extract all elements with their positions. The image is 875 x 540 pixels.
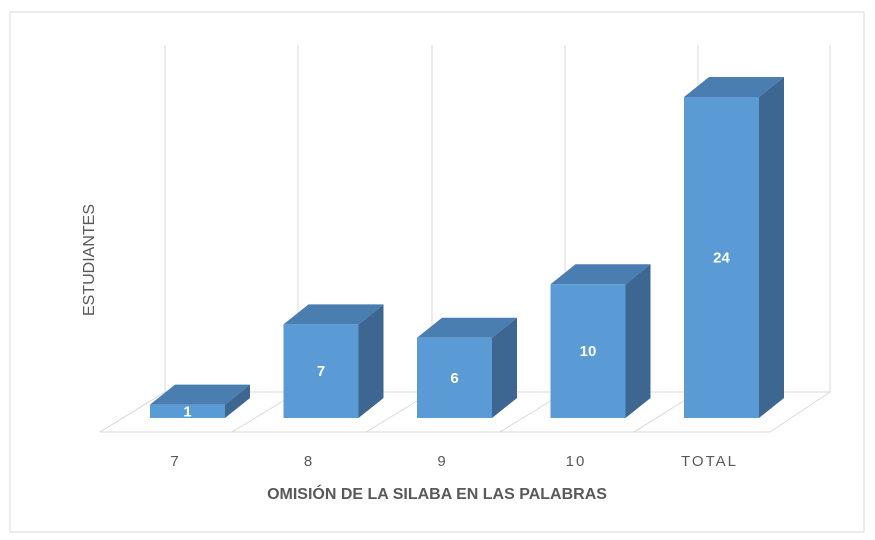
data-label: 6 — [450, 370, 458, 387]
data-label: 7 — [317, 363, 325, 380]
bar-top — [684, 77, 784, 97]
bar-side — [625, 264, 651, 418]
floor — [99, 391, 832, 433]
x-tick-label: TOTAL — [681, 453, 738, 470]
bar-top — [417, 317, 517, 338]
bar — [283, 324, 359, 418]
x-axis-title: OMISIÓN DE LA SILABA EN LAS PALABRAS — [267, 484, 607, 503]
bar — [417, 337, 492, 418]
bar-side — [759, 77, 784, 418]
data-label: 24 — [713, 249, 730, 266]
bar-top — [550, 264, 651, 285]
data-label: 10 — [580, 343, 597, 360]
y-axis-title: ESTUDIANTES — [81, 204, 98, 316]
bar-side — [225, 384, 250, 418]
bar — [684, 97, 759, 418]
bar-top — [283, 304, 384, 325]
bar-side — [358, 304, 384, 418]
x-tick-label: 10 — [566, 453, 587, 470]
x-tick-label: 8 — [304, 453, 314, 470]
bar-top — [150, 384, 250, 405]
bar — [150, 404, 225, 418]
bar — [550, 284, 626, 418]
bar-side — [492, 317, 517, 418]
plot-frame — [99, 45, 832, 433]
data-label: 1 — [183, 403, 191, 420]
x-tick-label: 9 — [437, 453, 447, 470]
x-tick-label: 7 — [170, 453, 180, 470]
